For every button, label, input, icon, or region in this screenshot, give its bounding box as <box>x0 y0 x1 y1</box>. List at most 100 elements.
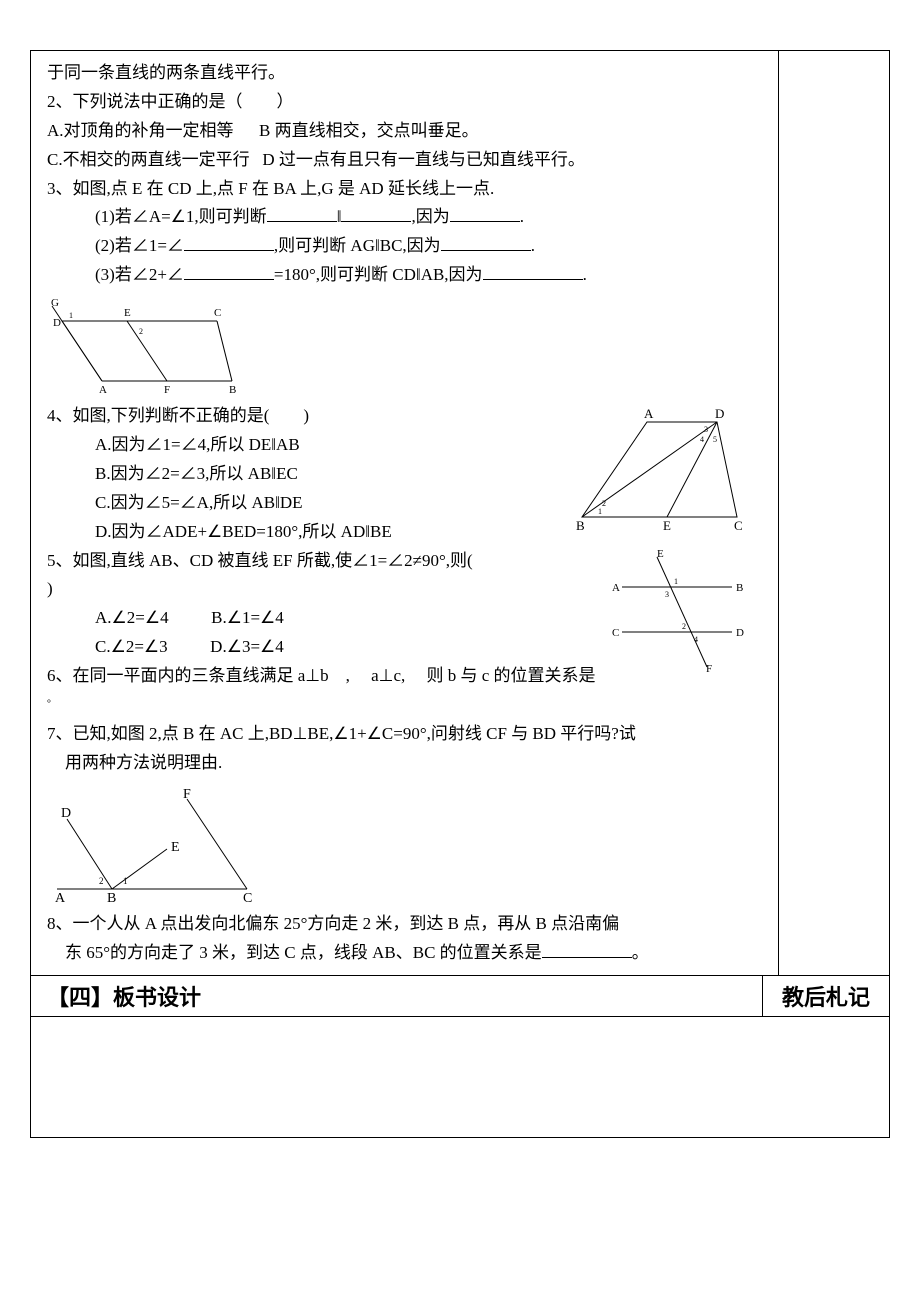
blank <box>341 204 411 222</box>
q3-p3c: . <box>583 265 587 284</box>
q8-line2b: 。 <box>632 943 649 962</box>
q4-text: 4、如图,下列判断不正确的是( ) A.因为∠1=∠4,所以 DE‖AB B.因… <box>47 402 487 546</box>
lbl-a1: 1 <box>69 311 73 320</box>
q5-svg: A B C D E F 1 2 3 4 <box>602 547 752 677</box>
q3-p3b: =180°,则可判断 CD‖AB,因为 <box>274 265 483 284</box>
blank <box>542 940 632 958</box>
q3-figure: G D E C A F B 1 2 <box>47 296 762 396</box>
q2-opt-b: B 两直线相交，交点叫垂足。 <box>259 121 479 140</box>
q4-a: A.因为∠1=∠4,所以 DE‖AB <box>47 431 487 460</box>
q3-p3a: (3)若∠2+∠ <box>95 265 184 284</box>
q4-block: 4、如图,下列判断不正确的是( ) A.因为∠1=∠4,所以 DE‖AB B.因… <box>47 402 762 546</box>
q3-p2c: . <box>531 236 535 255</box>
q7-figure: A B C D E F 1 2 <box>47 784 762 904</box>
q5-d: D.∠3=∠4 <box>210 637 284 656</box>
lbl-E: E <box>171 840 180 855</box>
lbl-C: C <box>243 891 252 904</box>
q7-line2: 用两种方法说明理由. <box>47 749 762 778</box>
lbl-D: D <box>715 406 724 421</box>
lbl-F: F <box>706 663 712 675</box>
page-frame: 于同一条直线的两条直线平行。 2、下列说法中正确的是（ ） A.对顶角的补角一定… <box>30 50 890 1138</box>
lbl-C: C <box>612 627 619 639</box>
lbl-a1: 1 <box>598 507 602 516</box>
q2-line-cd: C.不相交的两直线一定平行 D 过一点有且只有一直线与已知直线平行。 <box>47 146 762 175</box>
q4-b: B.因为∠2=∠3,所以 AB‖EC <box>47 460 487 489</box>
q2-line-ab: A.对顶角的补角一定相等 B 两直线相交，交点叫垂足。 <box>47 117 762 146</box>
blank <box>267 204 337 222</box>
q5-stem-line1: 5、如图,直线 AB、CD 被直线 EF 所截,使∠1=∠2≠90°,则( <box>47 547 597 576</box>
lbl-G: G <box>51 297 59 309</box>
q5-figure: A B C D E F 1 2 3 4 <box>602 547 752 677</box>
q3-p1a: (1)若∠A=∠1,则可判断 <box>95 207 267 226</box>
lbl-A: A <box>99 384 107 396</box>
lbl-a1: 1 <box>123 876 128 886</box>
lbl-a2: 2 <box>602 499 606 508</box>
lbl-C: C <box>734 518 743 532</box>
q7-line1: 7、已知,如图 2,点 B 在 AC 上,BD⊥BE,∠1+∠C=90°,问射线… <box>47 720 762 749</box>
q2-opt-d: D 过一点有且只有一直线与已知直线平行。 <box>262 150 585 169</box>
section4-body <box>31 1016 889 1137</box>
lbl-a3: 3 <box>665 590 669 599</box>
q3-part3: (3)若∠2+∠ =180°,则可判断 CD‖AB,因为. <box>47 261 762 290</box>
q3-svg: G D E C A F B 1 2 <box>47 296 237 396</box>
q4-stem: 4、如图,下列判断不正确的是( ) <box>47 402 487 431</box>
q5-stem-line2: ) <box>47 575 597 604</box>
blank <box>441 233 531 251</box>
section4-sidetitle: 教后札记 <box>763 976 889 1016</box>
q5-c: C.∠2=∠3 <box>95 637 168 656</box>
q4-figure: A D B E C 1 2 3 4 5 <box>562 402 752 532</box>
q5-stem-a: 5、如图,直线 AB、CD 被直线 EF 所截,使∠1=∠2≠90°,则( <box>47 551 473 570</box>
q2-opt-a: A.对顶角的补角一定相等 <box>47 121 234 140</box>
lbl-F: F <box>164 384 170 396</box>
q6-period: 。 <box>47 694 57 705</box>
lbl-E: E <box>663 518 671 532</box>
q5-line-cd: C.∠2=∠3 D.∠3=∠4 <box>47 633 597 662</box>
blank <box>184 262 274 280</box>
lbl-a2: 2 <box>682 622 686 631</box>
q7-svg: A B C D E F 1 2 <box>47 784 257 904</box>
lbl-D: D <box>53 317 61 329</box>
lbl-a5: 5 <box>713 435 717 444</box>
q6-line2: 。 <box>47 691 762 720</box>
lbl-E: E <box>657 548 664 560</box>
blank <box>450 204 520 222</box>
lbl-E: E <box>124 307 131 319</box>
q3-part2: (2)若∠1=∠ ,则可判断 AG‖BC,因为. <box>47 232 762 261</box>
q1-tail: 于同一条直线的两条直线平行。 <box>47 59 762 88</box>
content-cell: 于同一条直线的两条直线平行。 2、下列说法中正确的是（ ） A.对顶角的补角一定… <box>31 51 779 975</box>
lbl-D: D <box>61 806 71 821</box>
q3-p1c: ,因为 <box>411 207 449 226</box>
section4-title: 【四】板书设计 <box>31 976 763 1016</box>
lbl-A: A <box>55 891 66 904</box>
lbl-a3: 3 <box>704 425 708 434</box>
section4-header-row: 【四】板书设计 教后札记 <box>31 976 889 1016</box>
q3-p1d: . <box>520 207 524 226</box>
lbl-B: B <box>229 384 236 396</box>
lbl-B: B <box>107 891 116 904</box>
q2-stem: 2、下列说法中正确的是（ ） <box>47 88 762 117</box>
q3-p2b: ,则可判断 AG‖BC,因为 <box>274 236 441 255</box>
lbl-C: C <box>214 307 221 319</box>
q3-p2a: (2)若∠1=∠ <box>95 236 184 255</box>
q5-block: 5、如图,直线 AB、CD 被直线 EF 所截,使∠1=∠2≠90°,则( ) … <box>47 547 762 663</box>
lbl-B: B <box>576 518 585 532</box>
lbl-a4: 4 <box>694 635 698 644</box>
lbl-a1: 1 <box>674 577 678 586</box>
q5-text: 5、如图,直线 AB、CD 被直线 EF 所截,使∠1=∠2≠90°,则( ) … <box>47 547 597 663</box>
lbl-F: F <box>183 787 191 802</box>
q5-a: A.∠2=∠4 <box>95 608 169 627</box>
lbl-A: A <box>644 406 654 421</box>
q4-c: C.因为∠5=∠A,所以 AB‖DE <box>47 489 487 518</box>
q5-b: B.∠1=∠4 <box>211 608 284 627</box>
lbl-a2: 2 <box>139 327 143 336</box>
lbl-D: D <box>736 627 744 639</box>
blank <box>483 262 583 280</box>
lbl-a2: 2 <box>99 876 104 886</box>
lbl-a4: 4 <box>700 435 704 444</box>
q3-stem: 3、如图,点 E 在 CD 上,点 F 在 BA 上,G 是 AD 延长线上一点… <box>47 175 762 204</box>
q4-d: D.因为∠ADE+∠BED=180°,所以 AD‖BE <box>47 518 487 547</box>
lbl-A: A <box>612 582 620 594</box>
q8-line1: 8、一个人从 A 点出发向北偏东 25°方向走 2 米，到达 B 点，再从 B … <box>47 910 762 939</box>
q2-opt-c: C.不相交的两直线一定平行 <box>47 150 250 169</box>
main-row: 于同一条直线的两条直线平行。 2、下列说法中正确的是（ ） A.对顶角的补角一定… <box>31 51 889 976</box>
